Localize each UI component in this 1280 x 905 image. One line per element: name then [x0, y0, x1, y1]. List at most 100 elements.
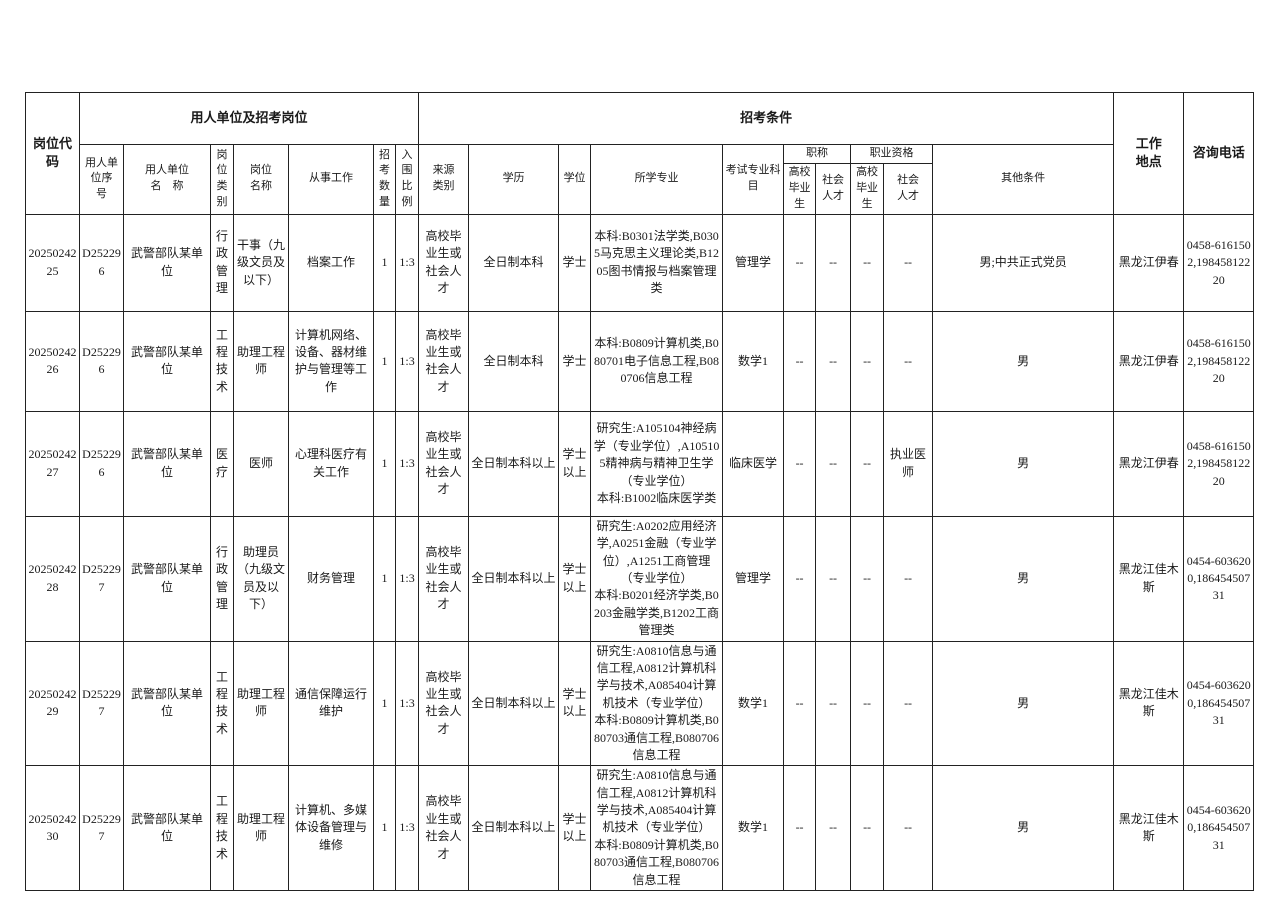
cell-title-graduate: -- — [783, 765, 817, 892]
cell-duty: 通信保障运行维护 — [288, 640, 374, 767]
cell-post-name: 助理工程师 — [233, 310, 289, 412]
cell-work-location: 黑龙江佳木斯 — [1113, 640, 1185, 767]
header-post-name: 岗位 名称 — [233, 144, 289, 215]
cell-cert-graduate: -- — [850, 310, 885, 412]
cell-recruit-count: 1 — [373, 515, 396, 642]
cell-post-category: 工程技术 — [210, 310, 234, 412]
cell-degree: 学士以上 — [558, 765, 592, 892]
header-major: 所学专业 — [590, 144, 724, 215]
cell-cert-social: -- — [883, 515, 934, 642]
cell-work-location: 黑龙江佳木斯 — [1113, 765, 1185, 892]
header-title-group: 职称 — [783, 144, 852, 164]
cell-title-graduate: -- — [783, 640, 817, 767]
header-group-employer: 用人单位及招考岗位 — [78, 92, 420, 145]
header-unit-name: 用人单位 名 称 — [123, 144, 211, 215]
cell-cert-graduate: -- — [850, 640, 885, 767]
cell-post-code: 2025024227 — [25, 410, 80, 517]
cell-ratio: 1:3 — [394, 213, 420, 312]
cell-degree: 学士 — [558, 310, 592, 412]
header-cert-graduate: 高校 毕业生 — [850, 163, 885, 215]
cell-other-conditions: 男;中共正式党员 — [932, 213, 1115, 312]
cell-post-code: 2025024229 — [25, 640, 80, 767]
cell-education: 全日制本科 — [468, 213, 560, 312]
cell-unit-seq: D252296 — [79, 213, 124, 312]
cell-cert-graduate: -- — [850, 213, 885, 312]
cell-education: 全日制本科 — [468, 310, 560, 412]
table-row: 2025024229 D252297 武警部队某单位 工程技术 助理工程师 通信… — [25, 640, 1255, 767]
cell-unit-name: 武警部队某单位 — [123, 515, 211, 642]
cell-unit-seq: D252297 — [79, 765, 124, 892]
cell-cert-social: 执业医师 — [883, 410, 934, 517]
cell-ratio: 1:3 — [394, 310, 420, 412]
cell-post-name: 助理工程师 — [233, 640, 289, 767]
cell-education: 全日制本科以上 — [468, 640, 560, 767]
header-duty: 从事工作 — [288, 144, 374, 215]
cell-title-graduate: -- — [783, 515, 817, 642]
cell-exam-subject: 管理学 — [722, 515, 785, 642]
header-title-graduate: 高校 毕业生 — [783, 163, 817, 215]
cell-source-type: 高校毕业生或社会人才 — [418, 515, 470, 642]
header-phone: 咨询电话 — [1183, 92, 1255, 215]
cell-other-conditions: 男 — [932, 410, 1115, 517]
cell-ratio: 1:3 — [394, 640, 420, 767]
cell-source-type: 高校毕业生或社会人才 — [418, 640, 470, 767]
cell-ratio: 1:3 — [394, 765, 420, 892]
header-cert-social: 社会 人才 — [883, 163, 934, 215]
cell-recruit-count: 1 — [373, 213, 396, 312]
header-exam-subject: 考试专业科 目 — [722, 144, 785, 215]
cell-work-location: 黑龙江佳木斯 — [1113, 515, 1185, 642]
cell-education: 全日制本科以上 — [468, 410, 560, 517]
header-recruit-count: 招考数量 — [373, 144, 396, 215]
cell-title-graduate: -- — [783, 213, 817, 312]
cell-exam-subject: 数学1 — [722, 310, 785, 412]
cell-other-conditions: 男 — [932, 640, 1115, 767]
cell-work-location: 黑龙江伊春 — [1113, 310, 1185, 412]
cell-recruit-count: 1 — [373, 765, 396, 892]
header-ratio: 入围比例 — [394, 144, 420, 215]
cell-major: 研究生:A105104神经病学（专业学位）,A105105精神病与精神卫生学（专… — [590, 410, 724, 517]
cell-post-code: 2025024226 — [25, 310, 80, 412]
cell-title-social: -- — [815, 640, 852, 767]
header-cert-group: 职业资格 — [850, 144, 934, 164]
cell-work-location: 黑龙江伊春 — [1113, 410, 1185, 517]
cell-duty: 档案工作 — [288, 213, 374, 312]
cell-unit-seq: D252297 — [79, 515, 124, 642]
cell-other-conditions: 男 — [932, 515, 1115, 642]
cell-exam-subject: 数学1 — [722, 765, 785, 892]
cell-duty: 计算机、多媒体设备管理与维修 — [288, 765, 374, 892]
cell-major: 研究生:A0810信息与通信工程,A0812计算机科学与技术,A085404计算… — [590, 765, 724, 892]
cell-cert-social: -- — [883, 310, 934, 412]
cell-phone: 0454-6036200,18645450731 — [1183, 765, 1255, 892]
cell-post-name: 干事（九级文员及以下） — [233, 213, 289, 312]
cell-post-category: 医疗 — [210, 410, 234, 517]
cell-title-social: -- — [815, 410, 852, 517]
header-group-conditions: 招考条件 — [418, 92, 1115, 145]
cell-unit-seq: D252296 — [79, 310, 124, 412]
cell-cert-social: -- — [883, 640, 934, 767]
cell-phone: 0458-6161502,19845812220 — [1183, 410, 1255, 517]
cell-degree: 学士以上 — [558, 410, 592, 517]
cell-major: 研究生:A0810信息与通信工程,A0812计算机科学与技术,A085404计算… — [590, 640, 724, 767]
table-row: 2025024225 D252296 武警部队某单位 行政管理 干事（九级文员及… — [25, 213, 1255, 312]
cell-post-category: 工程技术 — [210, 640, 234, 767]
cell-other-conditions: 男 — [932, 310, 1115, 412]
header-other-conditions: 其他条件 — [932, 144, 1115, 215]
cell-work-location: 黑龙江伊春 — [1113, 213, 1185, 312]
cell-recruit-count: 1 — [373, 640, 396, 767]
recruitment-table-sheet: 岗位代码 用人单位及招考岗位 招考条件 工作 地点 咨询电话 用人单 位序 号 … — [25, 92, 1255, 892]
cell-major: 研究生:A0202应用经济学,A0251金融（专业学位）,A1251工商管理（专… — [590, 515, 724, 642]
header-title-social: 社会 人才 — [815, 163, 852, 215]
header-degree: 学位 — [558, 144, 592, 215]
cell-unit-name: 武警部队某单位 — [123, 310, 211, 412]
cell-post-category: 行政管理 — [210, 515, 234, 642]
cell-other-conditions: 男 — [932, 765, 1115, 892]
cell-post-name: 助理员（九级文员及以下） — [233, 515, 289, 642]
cell-unit-name: 武警部队某单位 — [123, 765, 211, 892]
cell-post-category: 行政管理 — [210, 213, 234, 312]
cell-exam-subject: 临床医学 — [722, 410, 785, 517]
table-header: 岗位代码 用人单位及招考岗位 招考条件 工作 地点 咨询电话 用人单 位序 号 … — [25, 92, 1255, 215]
cell-phone: 0458-6161502,19845812220 — [1183, 310, 1255, 412]
cell-phone: 0454-6036200,18645450731 — [1183, 515, 1255, 642]
cell-recruit-count: 1 — [373, 310, 396, 412]
cell-unit-name: 武警部队某单位 — [123, 410, 211, 517]
